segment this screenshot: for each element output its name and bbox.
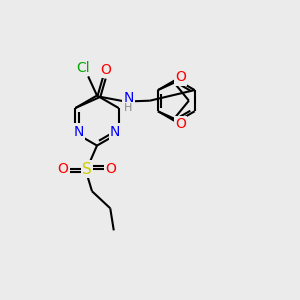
Text: O: O xyxy=(57,162,68,176)
Text: S: S xyxy=(82,162,92,177)
Text: N: N xyxy=(123,91,134,105)
Text: O: O xyxy=(100,63,111,77)
Text: O: O xyxy=(175,117,186,131)
Text: Cl: Cl xyxy=(76,61,90,75)
Text: O: O xyxy=(106,162,117,176)
Text: O: O xyxy=(175,70,186,84)
Text: N: N xyxy=(110,124,120,139)
Text: H: H xyxy=(124,103,133,113)
Text: N: N xyxy=(74,124,84,139)
